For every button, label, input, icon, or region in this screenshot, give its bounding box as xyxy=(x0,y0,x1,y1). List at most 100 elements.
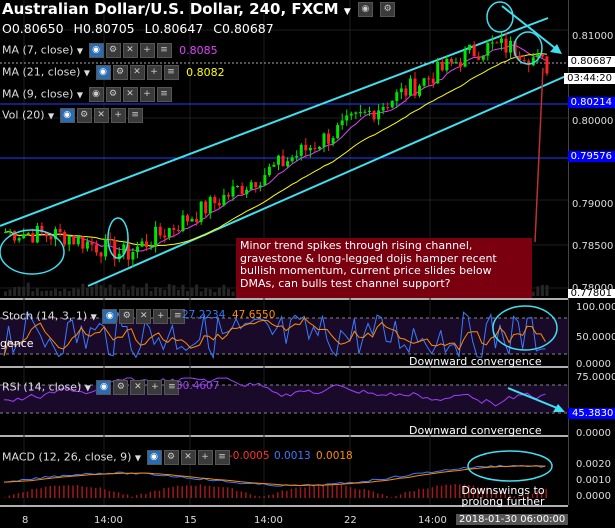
macd-histogram-bar xyxy=(536,491,538,498)
macd-histogram-bar xyxy=(418,488,420,498)
ohlc-close: 0.80687 xyxy=(222,21,274,36)
candle-body xyxy=(263,175,267,186)
macd-histogram-bar xyxy=(459,484,461,498)
indicator-ma21[interactable]: MA (21, close) ▼ ◉ ⚙ ✕ + ≡ 0.8082 xyxy=(2,65,225,80)
candle-body xyxy=(427,78,431,80)
stoch-header[interactable]: Stoch (14, 3, 1) ▼ ◉ ⚙ ✕ + ≡ xyxy=(2,309,186,324)
stoch-d-line xyxy=(3,316,546,356)
more-icon: ≡ xyxy=(214,450,230,465)
plus-icon: + xyxy=(147,380,163,395)
ma7-line xyxy=(5,44,548,252)
macd-signal-value: 0.0018 xyxy=(316,450,353,462)
rsi-axis-tick: 75.0000 xyxy=(576,372,615,383)
time-axis-label: 22 xyxy=(344,515,357,526)
candle-body xyxy=(81,236,85,249)
plus-icon: + xyxy=(110,108,126,123)
macd-histogram-bar xyxy=(149,491,152,498)
indicator-ma9[interactable]: MA (9, close) ▼ ◉ ⚙ ✕ + ≡ xyxy=(2,87,172,102)
close-icon: ✕ xyxy=(93,108,109,123)
macd-header[interactable]: MACD (12, 26, close, 9) ▼ ◉ ⚙ ✕ + ≡ xyxy=(2,450,230,465)
macd-histogram-bar xyxy=(386,495,388,498)
candle-body xyxy=(327,133,331,144)
candle-body xyxy=(281,155,285,167)
macd-histogram-bar xyxy=(104,489,106,498)
chevron-down-icon[interactable]: ▼ xyxy=(343,7,351,17)
macd-histogram-bar xyxy=(40,488,42,498)
grid-lines xyxy=(0,0,568,505)
macd-histogram-bar xyxy=(195,485,197,498)
macd-histogram-bar xyxy=(349,487,352,498)
candle-body xyxy=(368,110,371,112)
plus-icon: + xyxy=(153,309,169,324)
stoch-highlight xyxy=(492,305,558,351)
macd-histogram-bar xyxy=(13,494,15,498)
eye-icon[interactable]: ◉ xyxy=(357,2,373,17)
volume-bar xyxy=(113,287,117,296)
ma7-value: 0.8085 xyxy=(179,43,218,57)
eye-icon: ◉ xyxy=(59,108,75,123)
chevron-down-icon: ▼ xyxy=(48,111,55,121)
time-axis-label: 14:00 xyxy=(94,515,123,526)
volume-bar xyxy=(204,288,208,296)
volume-bar xyxy=(199,291,203,296)
candle-body xyxy=(145,241,149,247)
macd-histogram-bar xyxy=(163,488,165,498)
candle-body xyxy=(113,239,117,260)
volume-bar xyxy=(208,289,212,296)
candle-body xyxy=(190,218,194,222)
stoch-panel xyxy=(0,305,568,360)
ma21-value: 0.8082 xyxy=(186,65,225,79)
macd-histogram-bar xyxy=(17,493,20,498)
highlight-ellipse xyxy=(107,217,129,259)
volume-bar xyxy=(231,291,235,296)
candle-body xyxy=(272,164,276,167)
candle-body xyxy=(404,88,408,96)
volume-bar xyxy=(213,291,217,296)
macd-histogram-bar xyxy=(263,496,265,498)
rsi-arrow xyxy=(507,387,563,411)
current-time-label: 2018-01-30 06:00:00 xyxy=(456,514,569,525)
gear-icon[interactable]: ⚙ xyxy=(380,2,396,17)
macd-histogram-bar xyxy=(140,493,142,498)
macd-panel xyxy=(3,450,553,498)
macd-histogram-bar xyxy=(54,485,56,498)
ohlc-low-key: L xyxy=(144,21,152,36)
candle-body xyxy=(222,194,226,206)
candle-body xyxy=(386,107,390,109)
candle-body xyxy=(90,241,94,245)
more-icon: ≡ xyxy=(127,108,143,123)
candle-body xyxy=(245,189,249,195)
indicator-ma7[interactable]: MA (7, close) ▼ ◉ ⚙ ✕ + ≡ 0.8085 xyxy=(2,43,218,58)
price-tick: 0.79000 xyxy=(572,199,614,210)
macd-histogram-bar xyxy=(540,491,543,498)
macd-histogram-bar xyxy=(158,490,161,498)
volume-bar xyxy=(181,284,185,296)
candle-body xyxy=(26,233,30,235)
candle-body xyxy=(4,232,7,234)
macd-highlight xyxy=(467,450,553,482)
candle-body xyxy=(63,231,67,245)
indicator-volume[interactable]: Vol (20) ▼ ◉ ⚙ ✕ + ≡ xyxy=(2,108,143,123)
macd-histogram-bar xyxy=(290,488,293,498)
macd-histogram-bar xyxy=(299,487,302,498)
volume-bar xyxy=(22,286,26,296)
candle-body xyxy=(40,225,44,233)
candle-body xyxy=(349,113,353,116)
gear-icon: ⚙ xyxy=(76,108,92,123)
macd-histogram-bar xyxy=(463,484,466,498)
candle-body xyxy=(468,44,472,51)
rsi-header[interactable]: RSI (14, close) ▼ ◉ ⚙ ✕ + ≡ xyxy=(2,380,180,395)
chart-title[interactable]: Australian Dollar/U.S. Dollar, 240, FXCM xyxy=(2,0,339,18)
macd-histogram-bar xyxy=(22,492,24,498)
plus-icon: + xyxy=(139,87,155,102)
volume-bar xyxy=(531,291,535,296)
gear-icon: ⚙ xyxy=(105,43,121,58)
volume-label: Vol (20) xyxy=(2,108,45,122)
candle-body xyxy=(8,230,12,233)
volume-bar xyxy=(4,291,7,296)
macd-histogram-bar xyxy=(522,495,525,498)
rsi-label: RSI (14, close) xyxy=(2,380,82,394)
close-icon: ✕ xyxy=(122,87,138,102)
macd-histogram-bar xyxy=(472,485,475,498)
eye-icon: ◉ xyxy=(96,380,112,395)
